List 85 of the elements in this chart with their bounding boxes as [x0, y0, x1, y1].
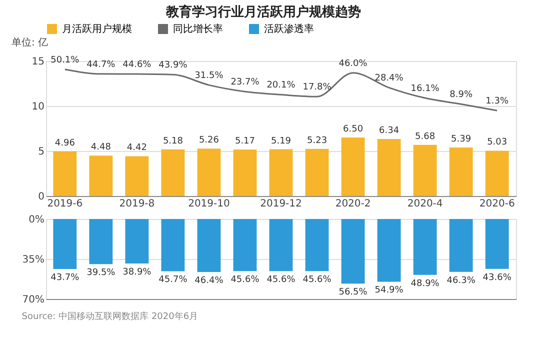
bar [485, 219, 509, 269]
x-tick-label: 2019-6 [47, 198, 83, 210]
data-label: 5.68 [415, 132, 436, 142]
data-label: 31.5% [194, 71, 224, 82]
data-label: 17.8% [302, 82, 332, 93]
bar [269, 219, 293, 272]
bar [197, 148, 221, 196]
data-label: 43.9% [158, 60, 188, 71]
data-label: 45.7% [158, 275, 188, 286]
bar [341, 138, 365, 196]
data-label: 6.34 [379, 126, 400, 136]
y-tick-label: 15 [32, 56, 44, 68]
data-label: 54.9% [374, 286, 404, 296]
data-label: 44.7% [86, 60, 116, 70]
data-label: 4.42 [126, 143, 147, 154]
data-label: 4.96 [54, 138, 76, 148]
bar [305, 148, 329, 196]
data-label: 45.6% [266, 275, 296, 286]
x-tick-label: 2019-8 [119, 198, 155, 210]
y-tick-label: 35% [22, 254, 44, 266]
bar [341, 219, 365, 284]
data-label: 46.3% [446, 276, 476, 286]
source-note: Source: 中国移动互联网数据库 2020年6月 [22, 311, 198, 322]
bar [449, 147, 473, 196]
bar [269, 149, 293, 196]
bar [413, 219, 437, 275]
bar [161, 219, 185, 272]
legend-label: 活跃渗透率 [264, 23, 314, 35]
data-label: 5.23 [306, 136, 328, 146]
bar [377, 138, 401, 196]
bar [53, 219, 77, 269]
y-tick-label: 0% [28, 214, 44, 226]
data-label: 44.6% [122, 60, 152, 70]
data-label: 46.0% [338, 58, 368, 69]
data-label: 28.4% [374, 74, 404, 84]
y-tick-label: 10 [32, 102, 44, 112]
data-label: 43.7% [50, 272, 80, 283]
data-label: 45.6% [230, 275, 260, 286]
bar [125, 219, 149, 264]
x-tick-label: 2020-2 [335, 198, 371, 210]
data-label: 39.5% [86, 268, 116, 278]
chart-title: 教育学习行业月活跃用户规模趋势 [165, 4, 361, 20]
data-label: 5.39 [451, 134, 472, 144]
bar [89, 219, 113, 264]
x-tick-label: 2020-6 [479, 198, 515, 210]
data-label: 5.18 [162, 136, 184, 146]
bar [53, 151, 77, 196]
data-label: 20.1% [266, 80, 296, 91]
y-tick-label: 70% [22, 294, 44, 306]
data-label: 5.26 [198, 136, 220, 146]
data-label: 1.3% [486, 96, 509, 107]
bar [377, 219, 401, 282]
data-label: 6.50 [343, 124, 364, 134]
y-axis-title: 单位: 亿 [12, 36, 48, 48]
bar [233, 149, 257, 196]
y-tick-label: 0 [38, 192, 44, 202]
bar [233, 219, 257, 272]
data-label: 45.6% [302, 275, 332, 286]
x-tick-label: 2020-4 [407, 198, 443, 210]
bar [305, 219, 329, 272]
bar [125, 156, 149, 196]
data-label: 56.5% [338, 288, 368, 298]
bar [161, 149, 185, 196]
y-tick-label: 5 [38, 146, 44, 158]
legend-label: 月活跃用户规模 [62, 23, 132, 35]
data-label: 8.9% [450, 90, 473, 100]
data-label: 46.4% [194, 276, 224, 286]
data-label: 5.19 [270, 136, 292, 146]
bar [197, 219, 221, 272]
data-label: 48.9% [410, 278, 440, 289]
data-label: 43.6% [482, 272, 512, 283]
bar [413, 144, 437, 196]
bar [449, 219, 473, 272]
legend-label: 同比增长率 [173, 23, 223, 35]
data-label: 5.17 [234, 136, 256, 146]
data-label: 23.7% [230, 78, 260, 88]
bar [485, 150, 509, 196]
data-label: 4.48 [90, 142, 112, 153]
x-tick-label: 2019-12 [260, 198, 302, 210]
x-tick-label: 2019-10 [188, 198, 230, 210]
bar [89, 156, 113, 196]
data-label: 16.1% [410, 84, 440, 94]
data-label: 50.1% [50, 55, 80, 66]
data-label: 5.03 [487, 138, 508, 148]
data-label: 38.9% [122, 267, 152, 278]
